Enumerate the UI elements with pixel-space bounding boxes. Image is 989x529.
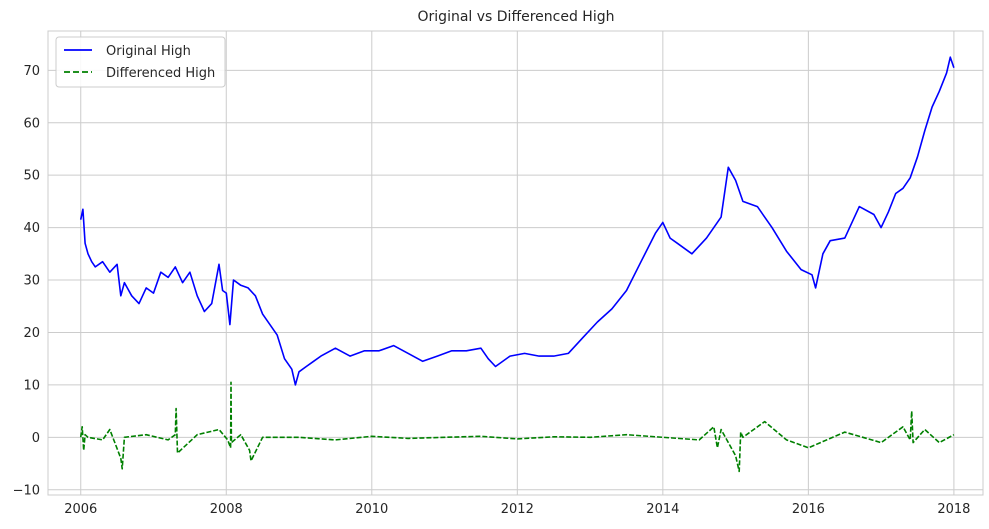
chart-title: Original vs Differenced High	[418, 9, 615, 25]
series-line-original-high	[79, 56, 955, 386]
legend-label-differenced-high: Differenced High	[106, 66, 215, 81]
x-tick-label: 2006	[64, 502, 97, 517]
legend-box	[55, 36, 226, 88]
series-group	[79, 56, 955, 473]
series-line-differenced-high	[79, 381, 955, 473]
x-tick-label: 2014	[646, 502, 679, 517]
y-tick-label: 10	[23, 378, 40, 393]
x-tick-label: 2008	[210, 502, 243, 517]
y-tick-label: −10	[13, 483, 40, 498]
legend: Original High Differenced High	[55, 36, 226, 88]
x-tick-label: 2012	[501, 502, 534, 517]
x-tick-label: 2010	[355, 502, 388, 517]
legend-label-original-high: Original High	[106, 44, 191, 59]
x-tick-label: 2018	[937, 502, 970, 517]
y-tick-label: 20	[23, 326, 40, 341]
y-tick-label: 50	[23, 169, 40, 184]
plot-area	[47, 30, 984, 496]
x-tick-label: 2016	[792, 502, 825, 517]
tick-labels: 2006 2008 2010 2012 2014 2016 2018 −10 0 10 20 30 40…	[13, 64, 971, 517]
y-tick-label: 40	[23, 221, 40, 236]
y-tick-label: 0	[32, 431, 40, 446]
y-tick-label: 30	[23, 274, 40, 289]
y-tick-label: 60	[23, 116, 40, 131]
grid	[48, 31, 983, 495]
y-tick-label: 70	[23, 64, 40, 79]
